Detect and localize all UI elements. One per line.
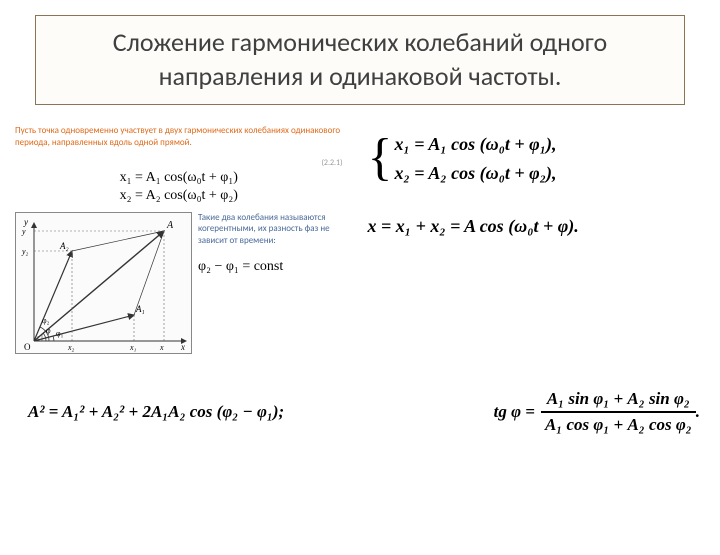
amplitude-squared-eq: A² = A₁² + A₂² + 2A₁A₂ cos (φ₂ − φ₁); xyxy=(28,402,284,422)
svg-text:x₂: x₂ xyxy=(67,343,75,352)
svg-text:x: x xyxy=(180,342,185,352)
tg-period: . xyxy=(696,402,700,422)
right-column: { x₁ = A₁ cos (ω₀t + φ₁), x₂ = A₂ cos (ω… xyxy=(358,125,705,354)
svg-text:A: A xyxy=(166,220,174,231)
diagram-svg: O x y A A₁ A₂ φ₁ φ₂ φ x₂ x₁ x y₂ y xyxy=(16,213,191,353)
content-area: Пусть точка одновременно участвует в дву… xyxy=(15,125,705,354)
blue-note: Такие два колебания называются когерентн… xyxy=(198,212,333,247)
system-equations: { x₁ = A₁ cos (ω₀t + φ₁), x₂ = A₂ cos (ω… xyxy=(368,130,705,188)
svg-text:A₂: A₂ xyxy=(59,241,69,251)
page-title: Сложение гармонических колебаний одного … xyxy=(56,26,664,94)
blue-note-box: Такие два колебания называются когерентн… xyxy=(198,212,333,275)
eq-x1-small: x₁ = A₁ cos(ω₀t + φ₁) xyxy=(15,170,343,186)
tg-denominator: A₁ cos φ₁ + A₂ cos φ₂ xyxy=(541,413,696,435)
sum-equation: x = x₁ + x₂ = A cos (ω₀t + φ). xyxy=(368,216,705,237)
svg-text:x: x xyxy=(159,343,164,352)
tg-numerator: A₁ sin φ₁ + A₂ sin φ₂ xyxy=(541,389,696,413)
orange-note: Пусть точка одновременно участвует в дву… xyxy=(15,125,343,150)
bottom-equations: A² = A₁² + A₂² + 2A₁A₂ cos (φ₂ − φ₁); tg… xyxy=(28,389,700,435)
svg-text:y: y xyxy=(23,217,28,227)
diagram-row: O x y A A₁ A₂ φ₁ φ₂ φ x₂ x₁ x y₂ y Таки xyxy=(15,212,343,354)
tg-fraction: A₁ sin φ₁ + A₂ sin φ₂ A₁ cos φ₁ + A₂ cos… xyxy=(541,389,696,435)
svg-text:y₂: y₂ xyxy=(21,247,29,256)
eq-number: (2.2.1) xyxy=(15,158,343,168)
eq-x2-small: x₂ = A₂ cos(ω₀t + φ₂) xyxy=(15,188,343,204)
vector-diagram: O x y A A₁ A₂ φ₁ φ₂ φ x₂ x₁ x y₂ y xyxy=(15,212,192,354)
const-eq: φ₂ − φ₁ = const xyxy=(198,259,333,275)
tangent-eq: tg φ = A₁ sin φ₁ + A₂ sin φ₂ A₁ cos φ₁ +… xyxy=(494,389,700,435)
svg-text:y: y xyxy=(21,227,26,236)
svg-text:A₁: A₁ xyxy=(135,304,145,314)
svg-text:x₁: x₁ xyxy=(129,343,137,352)
tg-label: tg φ = xyxy=(494,402,535,422)
left-column: Пусть точка одновременно участвует в дву… xyxy=(15,125,358,354)
title-box: Сложение гармонических колебаний одного … xyxy=(35,15,685,105)
svg-text:φ₂: φ₂ xyxy=(42,316,50,325)
svg-text:φ₁: φ₁ xyxy=(56,329,64,338)
svg-text:O: O xyxy=(24,342,31,352)
sys-eq-x1: x₁ = A₁ cos (ω₀t + φ₁), xyxy=(395,134,557,155)
svg-text:φ: φ xyxy=(46,326,51,335)
system-brace-icon: { xyxy=(368,140,393,176)
sys-eq-x2: x₂ = A₂ cos (ω₀t + φ₂), xyxy=(395,163,557,184)
